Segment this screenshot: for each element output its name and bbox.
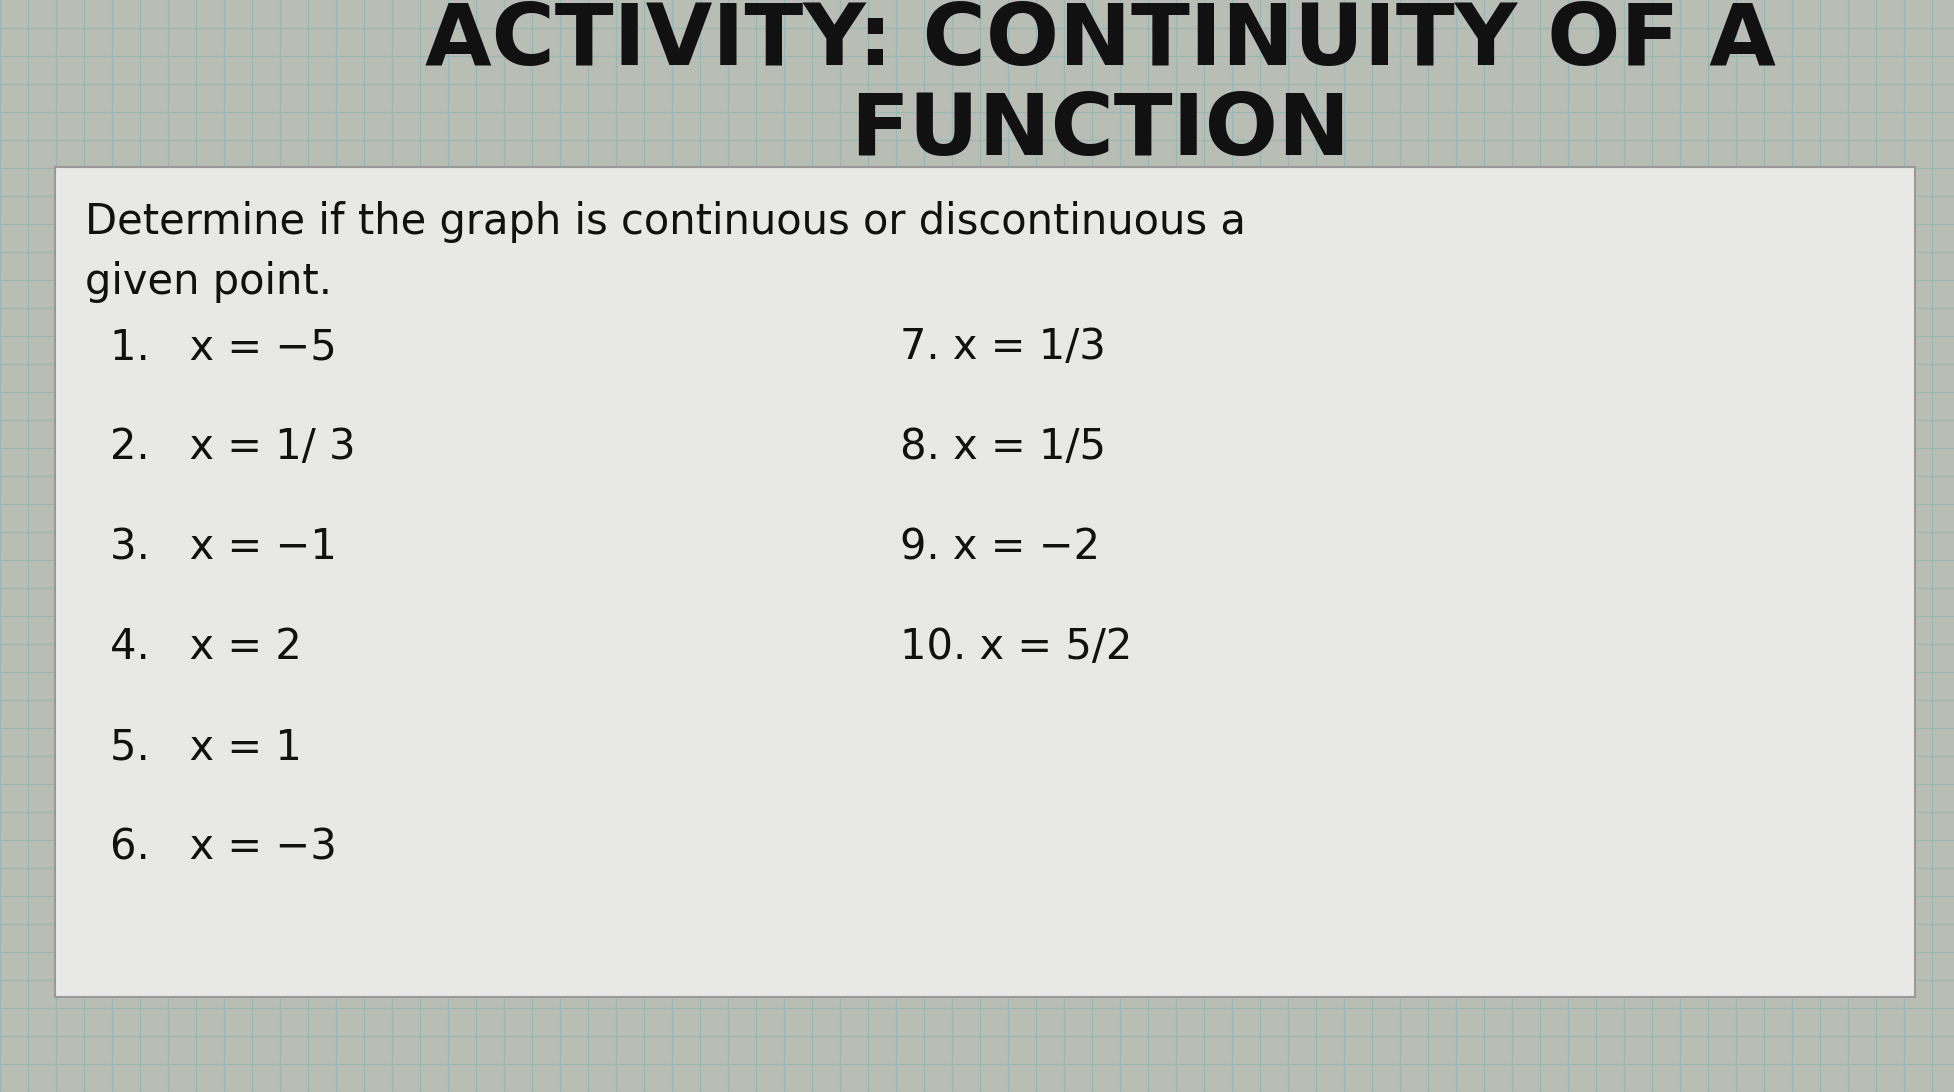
Text: 10. x = 5/2: 10. x = 5/2 <box>901 626 1131 668</box>
Text: Determine if the graph is continuous or discontinuous a: Determine if the graph is continuous or … <box>86 201 1247 244</box>
Text: 8. x = 1/5: 8. x = 1/5 <box>901 426 1106 468</box>
Text: 1.   x = −5: 1. x = −5 <box>109 327 336 368</box>
Text: 3.   x = −1: 3. x = −1 <box>109 526 336 568</box>
Text: 9. x = −2: 9. x = −2 <box>901 526 1100 568</box>
Text: 5.   x = 1: 5. x = 1 <box>109 726 301 768</box>
Text: 7. x = 1/3: 7. x = 1/3 <box>901 327 1106 368</box>
Text: given point.: given point. <box>86 261 332 302</box>
Text: FUNCTION: FUNCTION <box>850 91 1350 174</box>
Text: ACTIVITY: CONTINUITY OF A: ACTIVITY: CONTINUITY OF A <box>424 0 1776 83</box>
Text: 2.   x = 1/ 3: 2. x = 1/ 3 <box>109 426 356 468</box>
FancyBboxPatch shape <box>55 167 1915 997</box>
Text: 4.   x = 2: 4. x = 2 <box>109 626 301 668</box>
Text: 6.   x = −3: 6. x = −3 <box>109 826 336 868</box>
